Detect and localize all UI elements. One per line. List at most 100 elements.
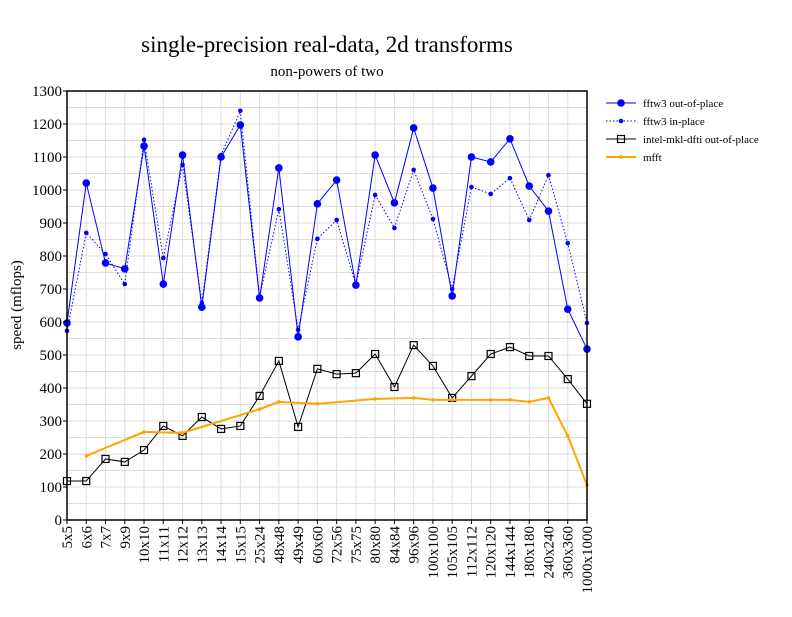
x-tick-label: 96x96 xyxy=(407,526,423,564)
data-point xyxy=(409,124,418,132)
data-point xyxy=(274,356,283,366)
data-point xyxy=(409,341,418,350)
x-tick-label: 75x75 xyxy=(349,526,365,564)
data-point xyxy=(563,374,572,384)
series-line xyxy=(66,108,588,332)
x-tick-label: 112x112 xyxy=(464,526,480,577)
x-tick-label: 6x6 xyxy=(79,526,95,549)
chart-title: single-precision real-data, 2d transform… xyxy=(141,32,513,57)
y-tick-label: 600 xyxy=(40,315,63,331)
x-tick-label: 72x56 xyxy=(330,526,346,564)
y-tick-label: 1300 xyxy=(32,84,62,100)
data-point xyxy=(508,398,512,402)
data-point xyxy=(257,407,262,411)
data-point xyxy=(275,164,283,172)
data-point xyxy=(295,327,301,333)
data-point xyxy=(371,151,379,159)
data-point xyxy=(619,155,623,159)
x-tick-label: 84x84 xyxy=(387,526,403,564)
data-point xyxy=(122,281,128,287)
data-point xyxy=(469,184,474,190)
data-point xyxy=(392,225,397,231)
y-tick-label: 100 xyxy=(40,480,63,496)
data-point xyxy=(82,179,91,187)
data-point xyxy=(236,121,245,129)
data-point xyxy=(467,153,476,161)
data-point xyxy=(411,167,416,173)
x-tick-label: 80x80 xyxy=(368,526,384,564)
y-tick-label: 700 xyxy=(40,282,63,298)
data-point xyxy=(277,400,281,404)
x-tick-label: 60x60 xyxy=(310,526,326,564)
plot-frame xyxy=(66,90,588,521)
data-point xyxy=(390,382,399,392)
data-point xyxy=(218,152,224,158)
series-line xyxy=(66,123,588,350)
chart-subtitle: non-powers of two xyxy=(270,64,383,80)
data-point xyxy=(526,217,532,223)
data-point xyxy=(139,445,149,455)
data-point xyxy=(431,398,435,402)
data-point xyxy=(198,303,206,311)
data-point xyxy=(565,434,570,438)
data-point xyxy=(160,255,166,261)
x-tick-label: 48x48 xyxy=(272,526,288,564)
data-point xyxy=(332,176,341,184)
data-point xyxy=(563,305,572,313)
data-point xyxy=(525,182,534,190)
data-point xyxy=(103,251,108,257)
data-point xyxy=(390,199,399,207)
data-point xyxy=(140,142,148,150)
x-tick-label: 12x12 xyxy=(176,526,192,564)
data-point xyxy=(486,349,495,359)
legend-label: intel-mkl-dfti out-of-place xyxy=(643,134,759,146)
data-point xyxy=(332,370,341,379)
data-point xyxy=(180,431,185,435)
data-point xyxy=(506,135,514,143)
data-point xyxy=(373,397,377,401)
y-tick-label: 300 xyxy=(40,414,63,430)
series-line xyxy=(67,344,588,482)
y-tick-label: 0 xyxy=(55,513,63,529)
data-point xyxy=(159,421,168,431)
data-point xyxy=(159,280,168,288)
x-tick-label: 180x180 xyxy=(522,526,538,579)
data-point xyxy=(236,421,245,431)
data-point xyxy=(488,398,493,402)
x-tick-label: 11x11 xyxy=(156,526,172,562)
y-tick-label: 1000 xyxy=(32,183,62,199)
data-point xyxy=(294,422,303,432)
y-tick-label: 200 xyxy=(40,447,63,463)
legend-label: fftw3 in-place xyxy=(643,116,705,128)
x-tick-label: 100x100 xyxy=(426,526,442,579)
data-point xyxy=(351,369,360,378)
y-axis-label: speed (mflops) xyxy=(9,260,25,350)
data-point xyxy=(199,300,205,306)
y-tick-label: 1100 xyxy=(33,150,62,166)
x-tick-label: 14x14 xyxy=(214,526,230,564)
data-point xyxy=(257,294,262,300)
data-point xyxy=(120,265,129,273)
data-point xyxy=(429,184,437,192)
x-tick-label: 144x144 xyxy=(503,526,519,579)
y-tick-label: 900 xyxy=(40,216,63,232)
data-point xyxy=(430,216,436,222)
data-point xyxy=(180,162,185,168)
data-point xyxy=(353,282,359,288)
data-point xyxy=(142,430,146,434)
x-tick-label: 13x13 xyxy=(195,526,211,564)
legend-label: fftw3 out-of-place xyxy=(643,98,723,110)
data-point xyxy=(448,292,456,300)
data-point xyxy=(618,118,624,124)
data-point xyxy=(527,400,532,404)
data-point xyxy=(467,372,476,381)
series-line xyxy=(85,396,588,486)
data-point xyxy=(505,342,515,352)
data-point xyxy=(197,412,206,422)
data-point xyxy=(525,351,534,361)
data-point xyxy=(276,206,282,212)
x-tick-label: 25x24 xyxy=(253,526,269,564)
data-point xyxy=(544,351,553,361)
x-tick-label: 10x10 xyxy=(137,526,153,564)
